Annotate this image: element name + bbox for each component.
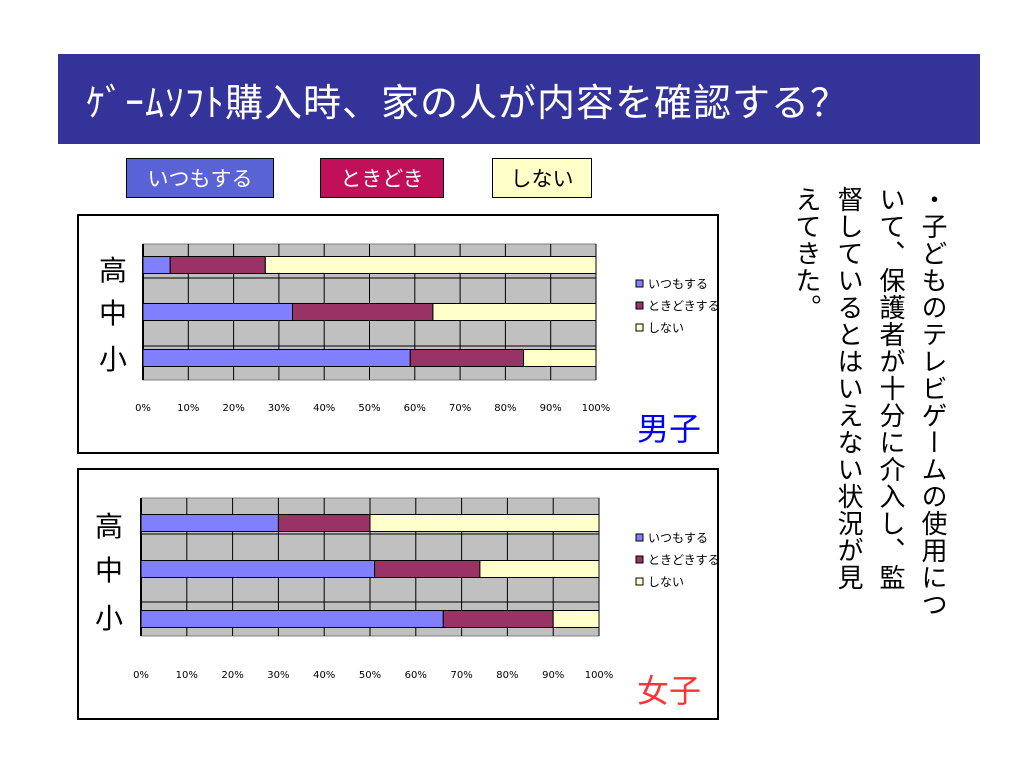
bar-segment xyxy=(479,560,600,578)
category-label: 小 xyxy=(95,602,123,635)
x-tick-label: 60% xyxy=(404,403,426,414)
chart-title: 女子 xyxy=(637,672,701,710)
x-tick-label: 20% xyxy=(222,403,244,414)
x-tick-label: 70% xyxy=(449,403,471,414)
legend-entry: いつもする xyxy=(648,277,708,291)
x-tick-label: 90% xyxy=(540,403,562,414)
x-tick-label: 50% xyxy=(359,670,381,681)
bar-segment xyxy=(277,514,371,532)
x-tick-label: 90% xyxy=(542,670,564,681)
x-tick-label: 100% xyxy=(582,403,611,414)
legend-entry: ときどきする xyxy=(648,299,717,313)
category-label: 中 xyxy=(99,297,127,330)
key-label-always: いつもする xyxy=(126,158,274,198)
legend-swatch xyxy=(635,533,644,542)
bar-segment xyxy=(552,610,600,628)
x-tick-label: 0% xyxy=(133,670,149,681)
bar-segment xyxy=(264,256,597,274)
bar-segment xyxy=(374,560,481,578)
bar-segment xyxy=(142,349,411,367)
legend-swatch xyxy=(635,301,644,310)
bar-segment xyxy=(142,303,293,321)
bar-segment xyxy=(523,349,597,367)
note-line-4: えてきた。 xyxy=(791,186,821,321)
category-label: 中 xyxy=(95,554,123,587)
slide-title: ｹﾞｰﾑｿﾌﾄ購入時、家の人が内容を確認する？ xyxy=(86,80,850,125)
x-tick-label: 30% xyxy=(268,403,290,414)
category-label: 小 xyxy=(99,343,127,376)
category-label: 高 xyxy=(99,254,127,287)
bar-segment xyxy=(291,303,434,321)
bar-segment xyxy=(169,256,266,274)
bar-segment xyxy=(140,560,376,578)
bar-segment xyxy=(369,514,600,532)
note-line-2: いて、保護者が十分に介入し、監 xyxy=(875,186,905,591)
x-tick-label: 100% xyxy=(585,670,614,681)
x-tick-label: 0% xyxy=(135,403,151,414)
x-tick-label: 10% xyxy=(177,403,199,414)
x-tick-label: 40% xyxy=(313,403,335,414)
legend-swatch xyxy=(635,577,644,586)
note-line-3: 督しているとはいえない状況が見 xyxy=(833,186,863,591)
legend-entry: ときどきする xyxy=(648,553,717,567)
chart-girls-svg: 高中小 0% 10% 20% 30% 40% 50% 60% 70% 80% 90% 100% いつもす… xyxy=(95,497,717,710)
bar-segment xyxy=(140,610,444,628)
legend-swatch xyxy=(635,555,644,564)
key-label-never: しない xyxy=(492,158,592,198)
legend-entry: いつもする xyxy=(648,531,708,545)
bar-segment xyxy=(442,610,554,628)
bar-segment xyxy=(140,514,279,532)
chart-girls: 高中小 0% 10% 20% 30% 40% 50% 60% 70% 80% 90% 100% いつもす… xyxy=(77,468,719,720)
bar-segment xyxy=(409,349,525,367)
x-tick-label: 10% xyxy=(176,670,198,681)
chart-boys-svg: 高中小 0% 10% 20% 30% 40% 50% 60% 70% 80% 90% 100% いつもす… xyxy=(99,243,717,448)
bar-segment xyxy=(432,303,597,321)
x-tick-label: 40% xyxy=(313,670,335,681)
x-tick-label: 60% xyxy=(405,670,427,681)
x-tick-label: 80% xyxy=(494,403,516,414)
chart-boys: 高中小 0% 10% 20% 30% 40% 50% 60% 70% 80% 90% 100% いつもす… xyxy=(77,214,719,454)
chart-title: 男子 xyxy=(637,410,701,448)
bar-segment xyxy=(142,256,171,274)
category-label: 高 xyxy=(95,510,123,543)
x-tick-label: 80% xyxy=(496,670,518,681)
x-tick-label: 70% xyxy=(450,670,472,681)
title-bar: ｹﾞｰﾑｿﾌﾄ購入時、家の人が内容を確認する？ xyxy=(58,54,980,144)
x-tick-label: 30% xyxy=(267,670,289,681)
key-label-sometimes: ときどき xyxy=(320,158,444,198)
note-line-1: ・子どものテレビゲームの使用につ xyxy=(917,186,947,618)
legend-swatch xyxy=(635,323,644,332)
legend-entry: しない xyxy=(648,321,684,335)
legend-entry: しない xyxy=(648,575,684,589)
x-tick-label: 20% xyxy=(221,670,243,681)
x-tick-label: 50% xyxy=(358,403,380,414)
legend-swatch xyxy=(635,279,644,288)
